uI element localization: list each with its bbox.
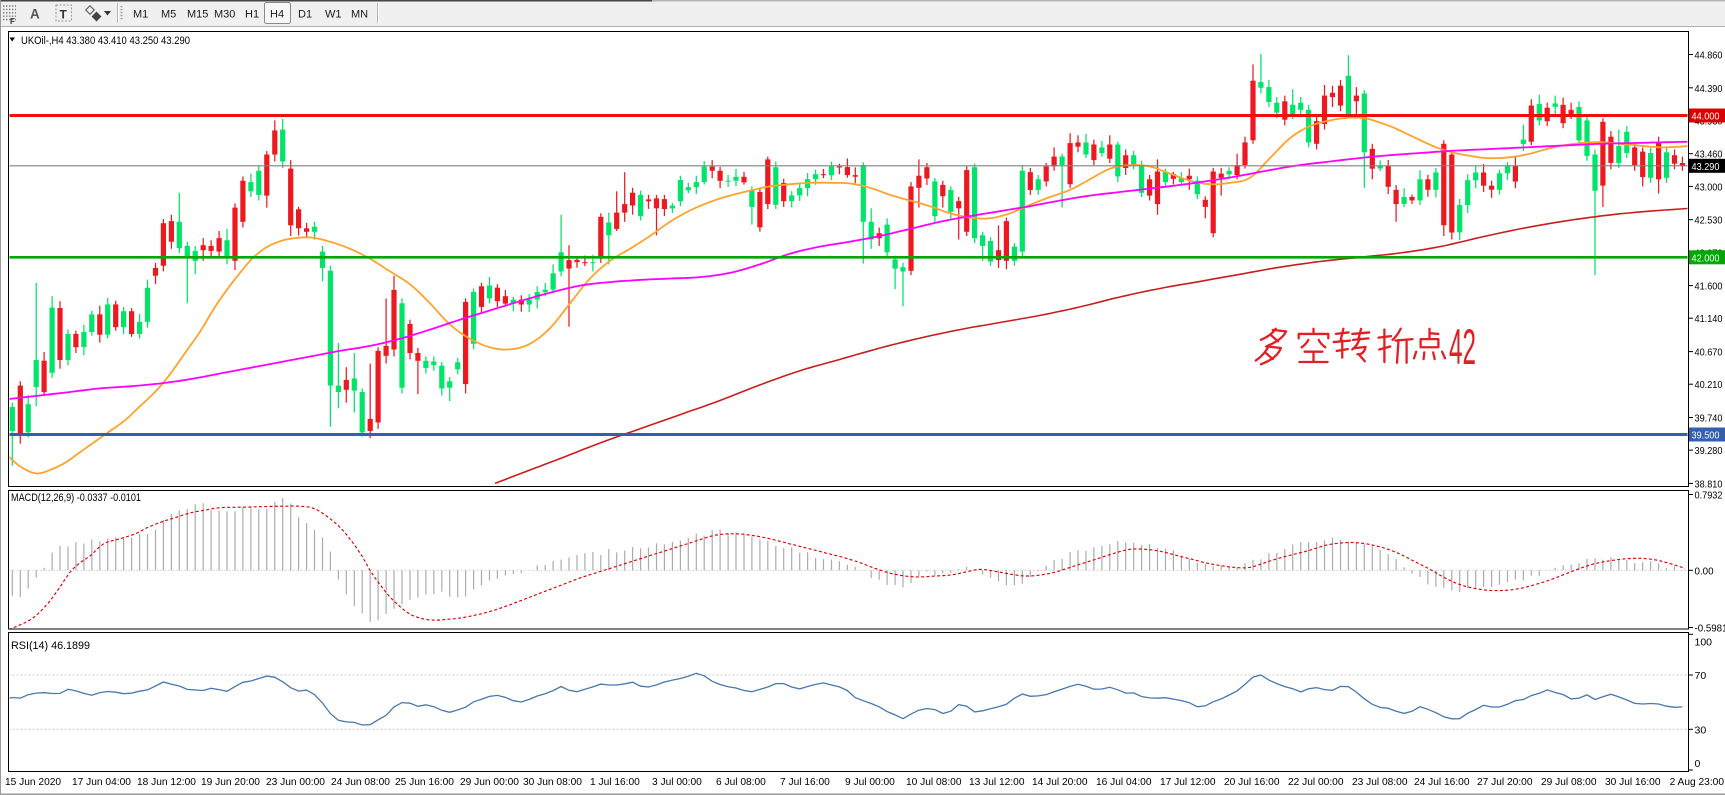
svg-text:RSI(14) 46.1899: RSI(14) 46.1899 — [11, 640, 90, 652]
svg-text:23 Jun 00:00: 23 Jun 00:00 — [266, 777, 325, 788]
svg-text:A: A — [30, 7, 40, 22]
svg-text:44.390: 44.390 — [1695, 83, 1723, 95]
svg-text:42.000: 42.000 — [1692, 252, 1720, 264]
svg-text:19 Jun 20:00: 19 Jun 20:00 — [201, 777, 260, 788]
svg-text:24 Jul 16:00: 24 Jul 16:00 — [1414, 777, 1470, 788]
svg-text:18 Jun 12:00: 18 Jun 12:00 — [137, 777, 196, 788]
svg-text:29 Jun 00:00: 29 Jun 00:00 — [460, 777, 519, 788]
svg-text:40.210: 40.210 — [1695, 379, 1723, 391]
svg-text:6 Jul 08:00: 6 Jul 08:00 — [716, 777, 766, 788]
svg-text:M30: M30 — [214, 9, 235, 21]
svg-text:7 Jul 16:00: 7 Jul 16:00 — [780, 777, 830, 788]
svg-text:40.670: 40.670 — [1695, 347, 1723, 359]
svg-text:27 Jul 20:00: 27 Jul 20:00 — [1477, 777, 1533, 788]
svg-text:43.290: 43.290 — [1692, 161, 1720, 173]
svg-text:10 Jul 08:00: 10 Jul 08:00 — [906, 777, 962, 788]
svg-text:24 Jun 08:00: 24 Jun 08:00 — [331, 777, 390, 788]
svg-text:UKOil-,H4 43.380 43.410 43.25: UKOil-,H4 43.380 43.410 43.250 43.290 — [21, 35, 190, 47]
svg-text:17 Jul 12:00: 17 Jul 12:00 — [1160, 777, 1216, 788]
svg-text:W1: W1 — [325, 9, 342, 21]
svg-text:16 Jul 04:00: 16 Jul 04:00 — [1096, 777, 1152, 788]
svg-text:1 Jul 16:00: 1 Jul 16:00 — [590, 777, 640, 788]
svg-text:42: 42 — [1449, 319, 1476, 375]
svg-text:29 Jul 08:00: 29 Jul 08:00 — [1541, 777, 1597, 788]
svg-text:70: 70 — [1695, 670, 1707, 682]
svg-text:30 Jul 16:00: 30 Jul 16:00 — [1605, 777, 1661, 788]
svg-text:41.600: 41.600 — [1695, 281, 1723, 293]
svg-text:100: 100 — [1695, 637, 1713, 649]
svg-text:43.460: 43.460 — [1695, 149, 1723, 161]
svg-text:9 Jul 00:00: 9 Jul 00:00 — [845, 777, 895, 788]
svg-text:2 Aug 23:00: 2 Aug 23:00 — [1670, 777, 1725, 788]
svg-text:44.000: 44.000 — [1692, 111, 1720, 123]
svg-text:22 Jul 00:00: 22 Jul 00:00 — [1288, 777, 1344, 788]
svg-text:17 Jun 04:00: 17 Jun 04:00 — [72, 777, 131, 788]
svg-text:3 Jul 00:00: 3 Jul 00:00 — [652, 777, 702, 788]
svg-text:20 Jul 16:00: 20 Jul 16:00 — [1224, 777, 1280, 788]
svg-text:42.530: 42.530 — [1695, 215, 1723, 227]
svg-text:0: 0 — [1695, 758, 1701, 770]
svg-text:MN: MN — [351, 9, 368, 21]
svg-text:30: 30 — [1695, 724, 1707, 736]
svg-text:41.140: 41.140 — [1695, 313, 1723, 325]
svg-text:39.740: 39.740 — [1695, 413, 1723, 425]
svg-text:39.500: 39.500 — [1692, 430, 1720, 442]
svg-text:15 Jun 2020: 15 Jun 2020 — [5, 777, 61, 788]
svg-text:43.000: 43.000 — [1695, 181, 1723, 193]
svg-text:0.00: 0.00 — [1695, 565, 1714, 577]
svg-text:44.860: 44.860 — [1695, 50, 1723, 62]
svg-text:0.7932: 0.7932 — [1695, 490, 1723, 502]
svg-text:T: T — [60, 8, 68, 22]
svg-text:30 Jun 08:00: 30 Jun 08:00 — [523, 777, 582, 788]
svg-text:M15: M15 — [187, 9, 208, 21]
svg-text:D1: D1 — [298, 9, 312, 21]
svg-text:23 Jul 08:00: 23 Jul 08:00 — [1352, 777, 1408, 788]
svg-text:H1: H1 — [245, 9, 259, 21]
svg-text:38.810: 38.810 — [1695, 478, 1723, 490]
svg-text:39.280: 39.280 — [1695, 445, 1723, 457]
svg-text:-0.5981: -0.5981 — [1695, 623, 1725, 635]
svg-text:MACD(12,26,9) -0.0337 -0.0101: MACD(12,26,9) -0.0337 -0.0101 — [11, 492, 141, 504]
svg-text:M5: M5 — [161, 9, 176, 21]
svg-text:14 Jul 20:00: 14 Jul 20:00 — [1032, 777, 1088, 788]
svg-text:25 Jun 16:00: 25 Jun 16:00 — [395, 777, 454, 788]
svg-text:M1: M1 — [133, 9, 148, 21]
svg-text:13 Jul 12:00: 13 Jul 12:00 — [969, 777, 1025, 788]
svg-text:H4: H4 — [270, 9, 284, 21]
svg-text:F: F — [10, 17, 15, 26]
